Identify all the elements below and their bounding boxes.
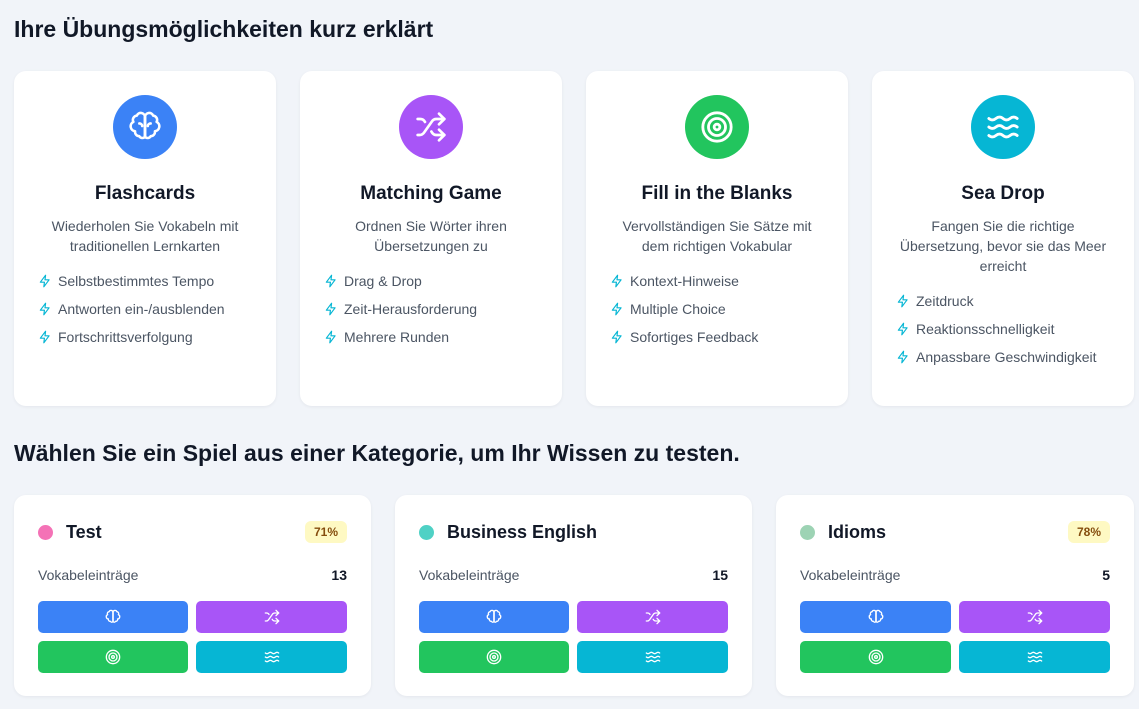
feature-list: Zeitdruck Reaktionsschnelligkeit Anpassb… (896, 287, 1124, 371)
zap-icon (39, 302, 50, 316)
mode-description: Wiederholen Sie Vokabeln mit traditionel… (51, 218, 239, 254)
play-matching-button[interactable] (959, 601, 1110, 633)
feature-item: Antworten ein-/ausblenden (38, 295, 266, 323)
feature-label: Zeit-Herausforderung (344, 301, 478, 317)
zap-icon (611, 302, 622, 316)
feature-item: Selbstbestimmtes Tempo (38, 267, 266, 295)
feature-item: Sofortiges Feedback (610, 323, 838, 351)
play-flashcards-button[interactable] (38, 601, 188, 633)
zap-icon (325, 274, 336, 288)
feature-item: Fortschrittsverfolgung (38, 323, 266, 351)
vocab-count: 5 (1102, 567, 1110, 583)
zap-icon (897, 322, 908, 336)
shuffle-icon (264, 609, 279, 625)
feature-label: Kontext-Hinweise (630, 273, 739, 289)
feature-item: Mehrere Runden (324, 323, 552, 351)
feature-label: Multiple Choice (630, 301, 726, 317)
feature-item: Kontext-Hinweise (610, 267, 838, 295)
shuffle-icon (645, 609, 660, 625)
zap-icon (325, 330, 336, 344)
target-icon (105, 649, 121, 665)
mode-description: Fangen Sie die richtige Übersetzung, bev… (899, 218, 1107, 274)
feature-item: Zeit-Herausforderung (324, 295, 552, 323)
feature-list: Drag & Drop Zeit-Herausforderung Mehrere… (324, 267, 552, 351)
play-flashcards-button[interactable] (800, 601, 951, 633)
shuffle-icon (399, 95, 463, 159)
feature-item: Drag & Drop (324, 267, 552, 295)
mode-description: Ordnen Sie Wörter ihren Übersetzungen zu (355, 218, 507, 254)
category-card-idioms: Idioms 78% Vokabeleinträge 5 (776, 495, 1134, 696)
section-heading-categories: Wählen Sie ein Spiel aus einer Kategorie… (14, 440, 740, 466)
feature-label: Antworten ein-/ausblenden (58, 301, 225, 317)
brain-icon (113, 95, 177, 159)
play-sea-drop-button[interactable] (196, 641, 347, 673)
target-icon (486, 649, 502, 665)
target-icon (868, 649, 883, 665)
feature-list: Selbstbestimmtes Tempo Antworten ein-/au… (38, 267, 266, 351)
vocab-count-label: Vokabeleinträge (38, 567, 139, 583)
zap-icon (611, 274, 622, 288)
feature-label: Drag & Drop (344, 273, 422, 289)
play-fill-blanks-button[interactable] (38, 641, 188, 673)
feature-list: Kontext-Hinweise Multiple Choice Soforti… (610, 267, 838, 351)
waves-icon (264, 651, 279, 663)
brain-icon (868, 609, 883, 623)
category-name: Idioms (828, 522, 887, 542)
mode-title: Fill in the Blanks (641, 183, 793, 204)
mode-title: Flashcards (94, 183, 196, 204)
category-name: Test (66, 522, 102, 542)
category-card-test: Test 71% Vokabeleinträge 13 (14, 495, 371, 696)
vocab-count: 13 (331, 567, 347, 583)
feature-label: Mehrere Runden (344, 329, 450, 345)
play-sea-drop-button[interactable] (577, 641, 728, 673)
section-heading-modes: Ihre Übungsmöglichkeiten kurz erklärt (14, 16, 434, 42)
play-fill-blanks-button[interactable] (800, 641, 951, 673)
progress-badge: 71% (304, 521, 347, 543)
feature-label: Reaktionsschnelligkeit (916, 321, 1055, 337)
feature-label: Sofortiges Feedback (630, 329, 759, 345)
feature-label: Zeitdruck (916, 293, 974, 309)
play-sea-drop-button[interactable] (959, 641, 1110, 673)
category-card-business-english: Business English Vokabeleinträge 15 (395, 495, 752, 696)
feature-label: Selbstbestimmtes Tempo (58, 273, 215, 289)
feature-item: Zeitdruck (896, 287, 1124, 315)
feature-item: Anpassbare Geschwindigkeit (896, 343, 1124, 371)
play-matching-button[interactable] (196, 601, 347, 633)
shuffle-icon (1027, 609, 1042, 625)
waves-icon (971, 95, 1035, 159)
mode-title: Sea Drop (961, 183, 1045, 204)
feature-item: Reaktionsschnelligkeit (896, 315, 1124, 343)
zap-icon (39, 274, 50, 288)
category-color-dot (419, 525, 434, 540)
play-flashcards-button[interactable] (419, 601, 569, 633)
progress-badge: 78% (1067, 521, 1110, 543)
category-name: Business English (447, 522, 598, 542)
category-color-dot (800, 525, 815, 540)
brain-icon (486, 609, 502, 623)
target-icon (685, 95, 749, 159)
zap-icon (611, 330, 622, 344)
mode-card-sea-drop: Sea Drop Fangen Sie die richtige Überset… (872, 71, 1134, 406)
waves-icon (1027, 651, 1042, 663)
zap-icon (897, 350, 908, 364)
vocab-count: 15 (712, 567, 728, 583)
zap-icon (39, 330, 50, 344)
zap-icon (325, 302, 336, 316)
play-matching-button[interactable] (577, 601, 728, 633)
mode-card-flashcards: Flashcards Wiederholen Sie Vokabeln mit … (14, 71, 276, 406)
brain-icon (105, 609, 121, 623)
mode-title: Matching Game (360, 183, 502, 204)
zap-icon (897, 294, 908, 308)
category-color-dot (38, 525, 53, 540)
waves-icon (645, 651, 660, 663)
play-fill-blanks-button[interactable] (419, 641, 569, 673)
feature-label: Fortschrittsverfolgung (58, 329, 193, 345)
feature-label: Anpassbare Geschwindigkeit (916, 349, 1097, 365)
mode-card-fill-in-the-blanks: Fill in the Blanks Vervollständigen Sie … (586, 71, 848, 406)
mode-description: Vervollständigen Sie Sätze mit dem richt… (622, 218, 812, 254)
vocab-count-label: Vokabeleinträge (419, 567, 520, 583)
mode-card-matching-game: Matching Game Ordnen Sie Wörter ihren Üb… (300, 71, 562, 406)
vocab-count-label: Vokabeleinträge (800, 567, 901, 583)
feature-item: Multiple Choice (610, 295, 838, 323)
